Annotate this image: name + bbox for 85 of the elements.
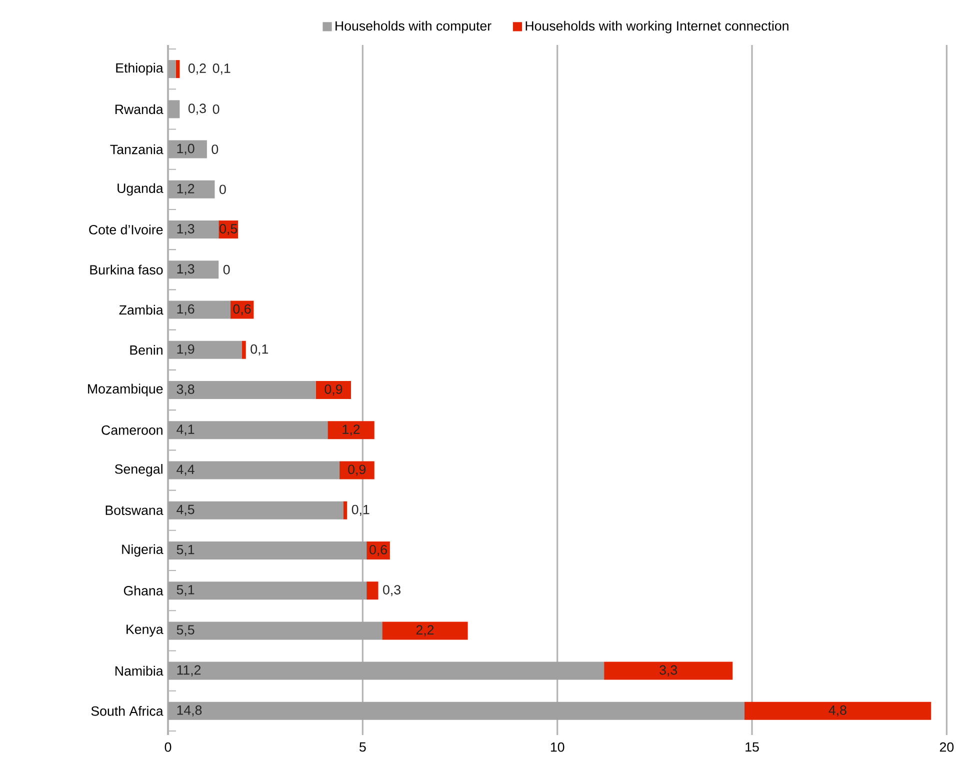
y-tick-label: Nigeria [122,544,164,557]
bar [168,582,367,600]
data-label: 11,2 [177,665,201,676]
y-tick-label: Cote d’Ivoire [89,224,163,234]
bar [744,702,932,720]
bar [168,60,176,78]
bar [168,220,219,239]
data-label: 0,1 [212,64,230,75]
bar [168,622,382,640]
bar [343,501,348,520]
y-tick-label: Namibia [115,666,164,676]
data-label: 3,8 [176,384,194,396]
data-label: 1,0 [177,144,194,155]
y-tick-label: Uganda [118,183,164,196]
y-tick-label: Zambia [119,304,164,315]
legend-label: Households with computer [336,20,492,34]
data-label: 2,2 [416,625,434,636]
bar [366,582,378,600]
data-label: 4,8 [828,705,846,716]
bar [176,60,180,78]
data-label: 5,1 [176,545,194,556]
bar [168,501,344,520]
x-tick-label: 5 [360,742,366,752]
data-label: 0,1 [250,344,268,356]
bar [328,421,374,440]
y-tick-label: Kenya [126,624,164,637]
data-label: 0 [223,264,230,274]
data-label: 14,8 [177,705,202,716]
bar [168,260,219,279]
y-tick-label: Ghana [124,586,164,596]
data-label: 0,1 [352,504,370,516]
y-tick-label: Burkina faso [90,264,163,275]
bar [168,380,316,399]
bar [242,340,246,359]
y-tick-label: Benin [130,344,162,355]
bar [168,100,180,118]
data-label: 1,3 [177,224,194,236]
data-label: 0 [212,104,220,114]
y-tick-label: Senegal [114,464,162,476]
data-label: 1,2 [177,184,194,195]
data-label: 0,3 [188,104,206,115]
bar [168,461,340,480]
data-label: 1,9 [177,344,194,356]
x-tick-label: 15 [746,742,759,752]
data-label: 0 [212,144,218,154]
bar [168,662,604,680]
y-tick-label: Mozambique [88,384,163,396]
data-label: 4,4 [176,464,194,476]
y-tick-label: South Africa [91,706,164,716]
bar [168,340,242,359]
x-tick-label: 0 [164,742,172,752]
bar [168,421,328,440]
y-tick-label: Cameroon [102,425,162,435]
data-label: 0,9 [348,464,366,476]
data-label: 0,6 [233,304,251,316]
y-tick-label: Rwanda [115,104,164,114]
data-label: 1,2 [342,424,360,436]
y-tick-label: Botswana [106,506,164,515]
x-tick-label: 10 [550,742,564,752]
x-tick-label: 20 [940,742,954,752]
legend-label: Households with working Internet connection [526,20,788,34]
data-label: 1,3 [177,264,194,276]
data-label: 5,1 [176,585,194,596]
bar [604,662,733,680]
data-label: 0,9 [324,384,342,396]
data-label: 4,1 [176,424,194,436]
bar [382,622,468,640]
bar [168,140,207,158]
data-label: 5,5 [176,625,194,636]
data-label: 3,3 [660,665,677,676]
bar [316,380,351,399]
data-label: 0 [220,184,226,194]
data-label: 0,6 [370,544,387,556]
y-tick-label: Ethiopia [116,62,164,76]
bar [168,300,230,319]
y-tick-label: Tanzania [110,144,164,154]
data-label: 4,5 [176,504,194,516]
data-label: 0,3 [383,585,400,596]
bar [168,541,367,560]
data-label: 0,5 [220,224,238,236]
data-label: 0,2 [188,64,206,75]
bar [168,180,215,198]
bar [168,702,744,720]
bar [339,461,374,480]
data-label: 1,6 [177,304,194,316]
